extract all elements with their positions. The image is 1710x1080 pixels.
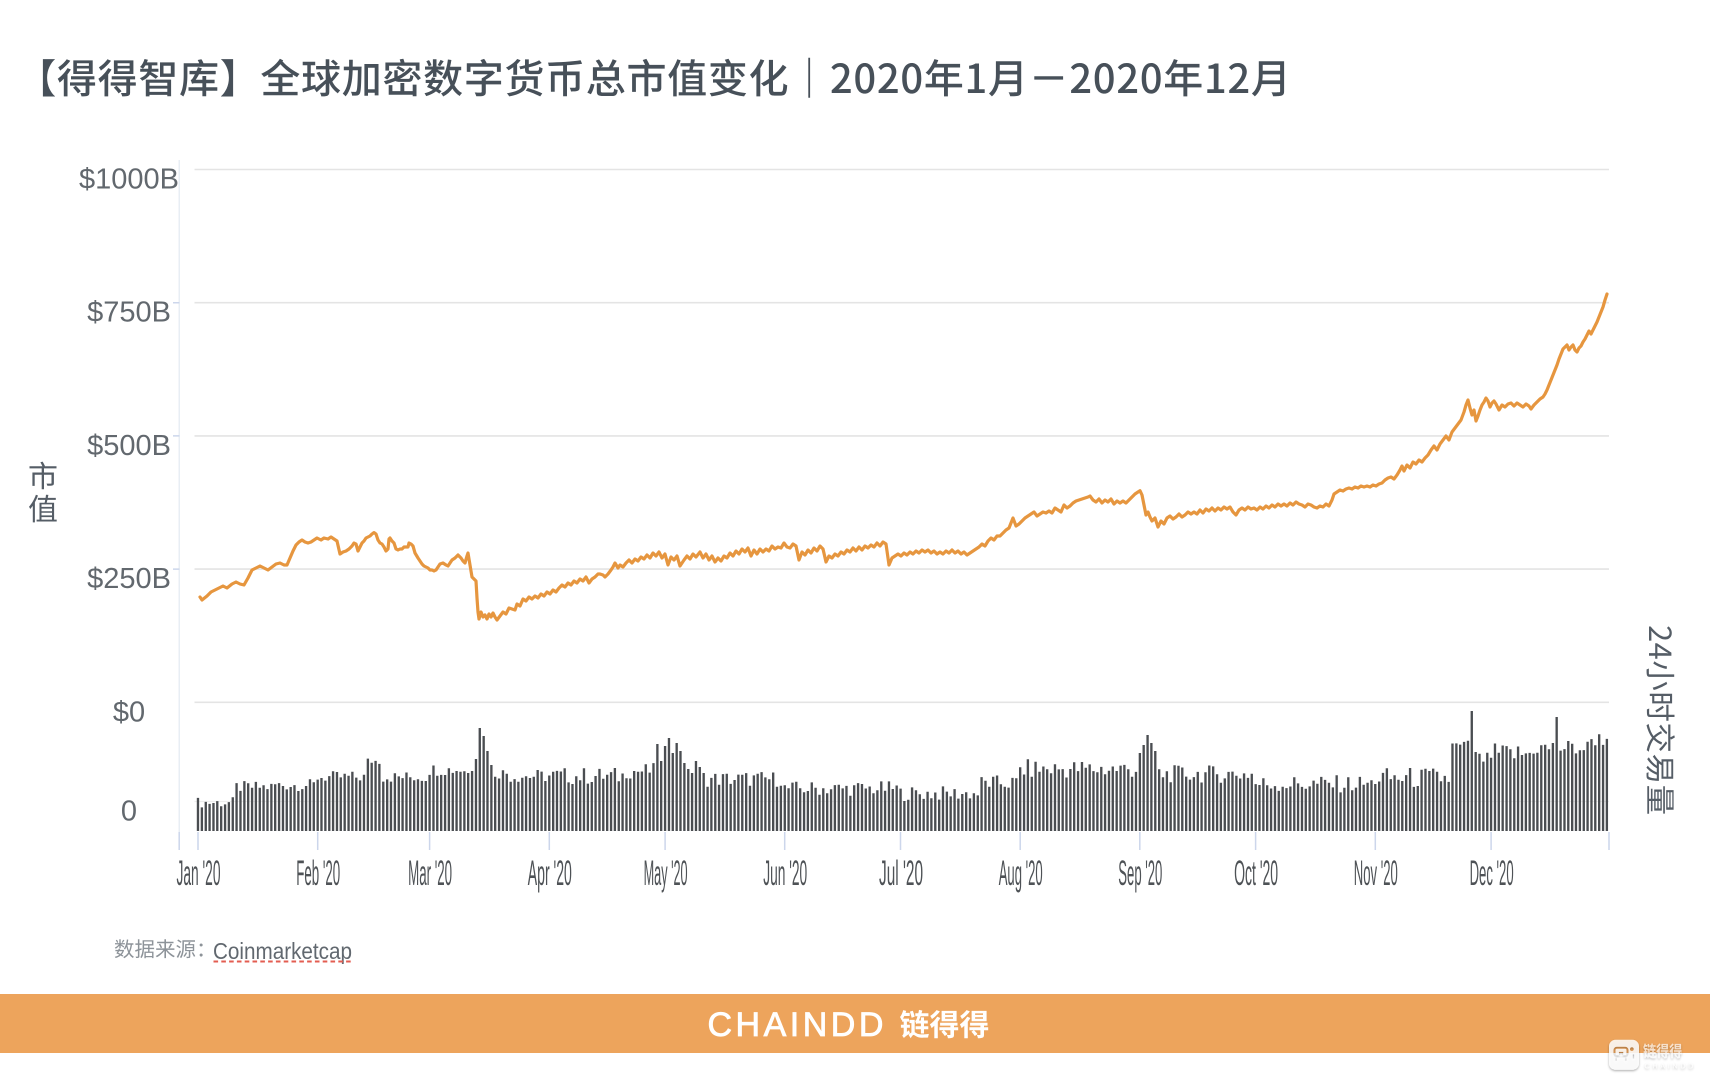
svg-text:Sep '20: Sep '20 <box>1118 854 1162 893</box>
svg-text:0: 0 <box>121 796 137 828</box>
svg-text:$250B: $250B <box>87 563 171 595</box>
svg-text:Dec '20: Dec '20 <box>1470 854 1514 893</box>
svg-text:Jan '20: Jan '20 <box>177 854 221 893</box>
svg-text:$1000B: $1000B <box>79 164 179 196</box>
svg-text:CHAINDD: CHAINDD <box>1645 1062 1696 1071</box>
svg-text:Jun '20: Jun '20 <box>763 854 807 893</box>
svg-text:May '20: May '20 <box>644 854 688 893</box>
svg-text:Apr '20: Apr '20 <box>528 854 572 893</box>
svg-text:Aug '20: Aug '20 <box>999 854 1043 893</box>
svg-text:Nov '20: Nov '20 <box>1354 854 1398 893</box>
svg-text:Coinmarketcap: Coinmarketcap <box>213 938 352 964</box>
svg-text:Jul '20: Jul '20 <box>879 854 923 893</box>
svg-text:Mar '20: Mar '20 <box>408 854 452 893</box>
svg-text:Feb '20: Feb '20 <box>296 854 340 893</box>
svg-text:$0: $0 <box>113 696 145 728</box>
svg-text:Oct '20: Oct '20 <box>1234 854 1278 893</box>
svg-text:$750B: $750B <box>87 297 171 329</box>
svg-text:$500B: $500B <box>87 430 171 462</box>
svg-text:CHAINDD: CHAINDD <box>708 1006 887 1044</box>
